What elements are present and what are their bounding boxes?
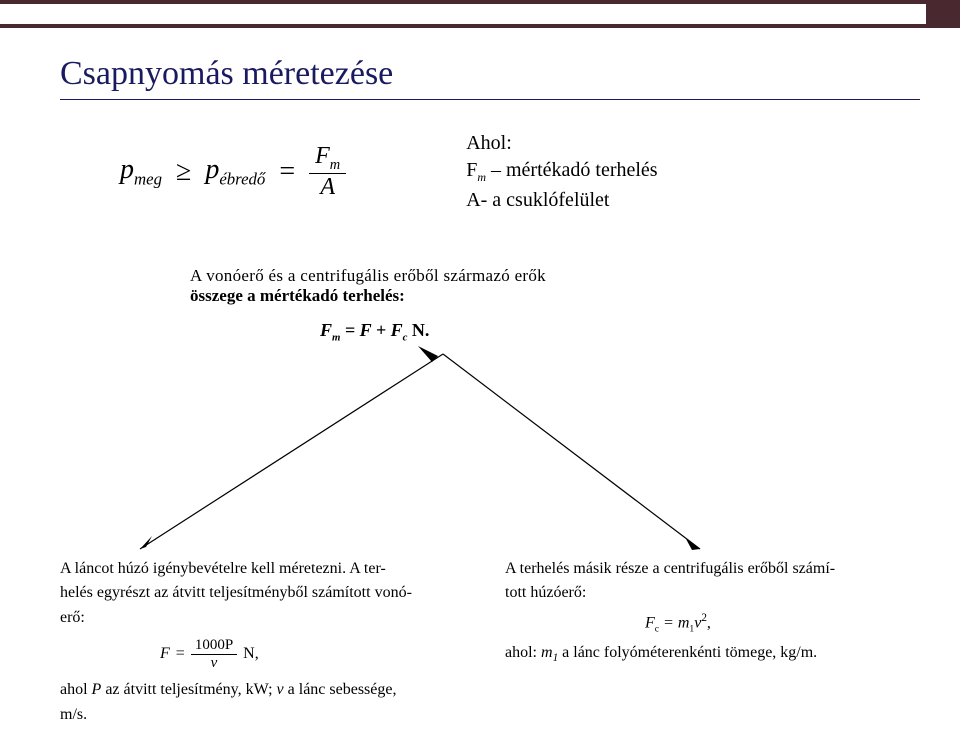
def-a: A- a csuklófelület xyxy=(466,189,657,212)
right-p3: ahol: m1 a lánc folyóméterenkénti tömege… xyxy=(505,643,920,666)
left-p4: ahol P az átvitt teljesítmény, kW; v a l… xyxy=(60,680,475,701)
arrows-svg xyxy=(60,344,920,559)
right-eq-Fc: F xyxy=(645,615,655,632)
var-p1: p xyxy=(120,154,134,185)
right-p3-m: m xyxy=(541,644,553,661)
formula-p-meg: pmeg xyxy=(120,154,162,190)
header-bar xyxy=(0,0,960,28)
right-p3-pre: ahol: xyxy=(505,644,541,661)
var-F: F xyxy=(315,143,330,169)
main-inequality-formula: pmeg ≥ pébredő = Fm A xyxy=(120,143,346,202)
left-p3: erő: xyxy=(60,608,475,629)
def-fm-text: – mértékadó terhelés xyxy=(486,159,658,181)
title-underline xyxy=(60,99,920,100)
page-title: Csapnyomás méretezése xyxy=(60,55,920,93)
left-p2: helés egyrészt az átvitt teljesítményből… xyxy=(60,583,475,604)
right-p1: A terhelés másik része a centrifugális e… xyxy=(505,559,920,580)
left-eq-equals: = xyxy=(176,645,185,663)
left-eq-frac: 1000P v xyxy=(191,637,237,672)
middle-equation: Fm = F + Fc N. xyxy=(320,320,920,344)
frac-den: A xyxy=(314,174,341,201)
slide-content: Csapnyomás méretezése pmeg ≥ pébredő = F… xyxy=(60,55,920,707)
right-column: A terhelés másik része a centrifugális e… xyxy=(505,559,920,670)
geq-symbol: ≥ xyxy=(176,156,191,188)
middle-line1: A vonóerő és a centrifugális erőből szár… xyxy=(190,266,920,286)
left-p4-P: P xyxy=(92,681,102,698)
arrow-diagram xyxy=(60,344,920,559)
left-p4-v: v xyxy=(277,681,284,698)
middle-text-block: A vonóerő és a centrifugális erőből szár… xyxy=(190,266,920,344)
right-eq-end: , xyxy=(707,615,711,632)
right-p3-rest: a lánc folyóméterenkénti tömege, kg/m. xyxy=(558,644,817,661)
def-fm-sub: m xyxy=(477,170,486,184)
bottom-columns: A láncot húzó igénybevételre kell mérete… xyxy=(60,559,920,730)
left-column: A láncot húzó igénybevételre kell mérete… xyxy=(60,559,475,730)
eq-symbol: = xyxy=(279,156,295,188)
definition-block: Ahol: Fm – mértékadó terhelés A- a csukl… xyxy=(466,128,657,216)
arrow-line-right xyxy=(443,354,700,549)
formula-p-ebredo: pébredő xyxy=(205,154,265,190)
middle-line2: összege a mértékadó terhelés: xyxy=(190,286,920,306)
sub-ebredo: ébredő xyxy=(219,170,265,189)
mid-eq-Fm: F xyxy=(320,320,332,340)
mid-eq-body: = F + F xyxy=(340,320,402,340)
left-eq-den: v xyxy=(207,655,222,672)
def-fm-F: F xyxy=(466,159,477,181)
arrow-line-left xyxy=(140,354,443,549)
right-eq-m: = m xyxy=(659,615,689,632)
sub-meg: meg xyxy=(134,170,162,189)
left-p4-mid: az átvitt teljesítmény, kW; xyxy=(101,681,276,698)
frac-num: Fm xyxy=(309,143,346,175)
left-equation: F = 1000P v N, xyxy=(160,637,475,672)
def-fm: Fm – mértékadó terhelés xyxy=(466,159,657,185)
sub-m: m xyxy=(330,156,340,172)
left-p4-pre: ahol xyxy=(60,681,92,698)
header-corner-box xyxy=(926,0,960,28)
fraction-fm-a: Fm A xyxy=(309,143,346,202)
def-ahol: Ahol: xyxy=(466,132,657,155)
left-eq-num: 1000P xyxy=(191,637,237,655)
right-equation: Fc = m1v2, xyxy=(645,612,920,635)
left-p1: A láncot húzó igénybevételre kell mérete… xyxy=(60,559,475,580)
left-p4-rest: a lánc sebessége, xyxy=(284,681,397,698)
mid-eq-unit: N. xyxy=(407,320,429,340)
right-p2: tott húzóerő: xyxy=(505,583,920,604)
left-eq-F: F xyxy=(160,645,170,663)
arrow-head-right xyxy=(686,539,700,550)
var-p2: p xyxy=(205,154,219,185)
left-p5: m/s. xyxy=(60,705,475,726)
left-eq-unit: N, xyxy=(243,645,259,663)
formula-row: pmeg ≥ pébredő = Fm A Ahol: Fm – mértéka… xyxy=(120,128,920,216)
